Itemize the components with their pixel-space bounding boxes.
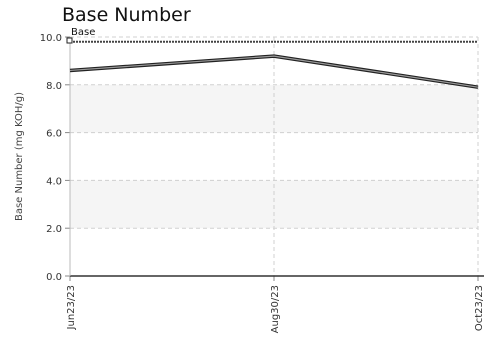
- axes: [65, 36, 484, 281]
- y-axis-title: Base Number (mg KOH/g): [14, 92, 25, 221]
- x-tick-label: Oct23/23: [474, 285, 485, 331]
- legend-marker: [66, 37, 73, 44]
- y-tick-label: 2.0: [46, 224, 62, 235]
- y-tick-label: 8.0: [46, 81, 62, 92]
- chart-title: Base Number: [62, 4, 191, 26]
- y-tick-labels: 0.0 2.0 4.0 6.0 8.0 10.0: [40, 33, 62, 283]
- y-tick-label: 6.0: [46, 129, 62, 140]
- x-tick-labels: Jun23/23 Aug30/23 Oct23/23: [66, 285, 485, 333]
- grid-lines: [69, 36, 479, 276]
- series-line: [69, 55, 479, 88]
- legend-entry: Base: [71, 27, 95, 38]
- x-tick-label: Jun23/23: [66, 285, 77, 330]
- series-lines: [69, 40, 479, 89]
- y-tick-label: 0.0: [46, 272, 62, 283]
- y-tick-label: 4.0: [46, 176, 62, 187]
- y-tick-label: 10.0: [40, 33, 62, 44]
- legend: Base: [66, 27, 95, 44]
- x-tick-label: Aug30/23: [270, 285, 281, 333]
